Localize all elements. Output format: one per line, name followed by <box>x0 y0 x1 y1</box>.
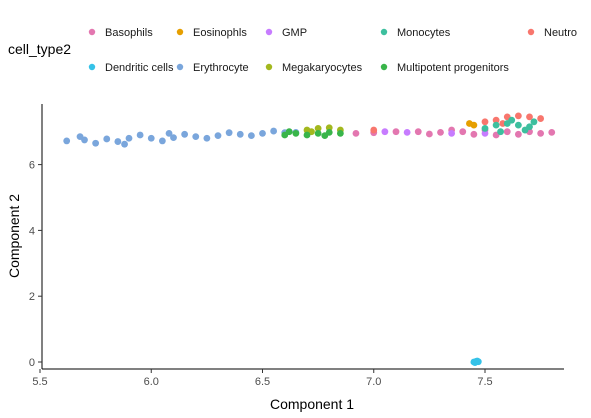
point-erythrocyte-22 <box>121 141 128 148</box>
point-erythrocyte-17 <box>203 135 210 142</box>
point-monocytes-8 <box>497 128 504 135</box>
x-tick-label: 7.0 <box>366 376 381 388</box>
point-erythrocyte-7 <box>215 132 222 139</box>
point-monocytes-5 <box>531 118 538 125</box>
point-basophils-0 <box>353 130 360 137</box>
point-basophils-2 <box>393 128 400 135</box>
legend-label-eosinophls: Eosinophls <box>193 27 247 39</box>
point-erythrocyte-3 <box>126 135 133 142</box>
legend-key-eosinophls <box>177 29 183 35</box>
point-basophils-10 <box>470 131 477 138</box>
y-tick-label: 6 <box>29 160 35 172</box>
point-multipotent-progenitors-3 <box>315 130 322 137</box>
legend-key-monocytes <box>381 29 387 35</box>
legend-key-basophils <box>89 29 95 35</box>
legend-label-basophils: Basophils <box>105 27 153 39</box>
legend-key-erythrocyte <box>177 64 183 70</box>
y-tick-label: 0 <box>29 357 35 369</box>
point-erythrocyte-20 <box>270 128 277 135</box>
x-axis-title: Component 1 <box>270 396 354 412</box>
y-axis-ticks: 0 2 4 6 <box>29 160 42 369</box>
point-erythrocyte-18 <box>226 129 233 136</box>
legend-key-gmp <box>266 29 272 35</box>
legend-label-monocytes: Monocytes <box>397 27 451 39</box>
legend-key-multipotent-progenitors <box>381 64 387 70</box>
point-monocytes-7 <box>508 117 515 124</box>
point-eosinophls-1 <box>470 122 477 129</box>
point-multipotent-progenitors-5 <box>337 130 344 137</box>
point-erythrocyte-14 <box>137 132 144 139</box>
data-points <box>63 113 555 367</box>
point-basophils-9 <box>548 129 555 136</box>
point-basophils-7 <box>504 128 511 135</box>
point-erythrocyte-16 <box>181 131 188 138</box>
point-multipotent-progenitors-7 <box>321 132 328 139</box>
point-multipotent-progenitors-6 <box>286 128 293 135</box>
point-multipotent-progenitors-2 <box>304 132 311 139</box>
point-erythrocyte-12 <box>92 140 99 147</box>
legend-label-dendritic-cells: Dendritic cells <box>105 62 174 74</box>
point-monocytes-0 <box>482 125 489 132</box>
point-neutro-4 <box>515 113 522 120</box>
point-basophils-13 <box>537 130 544 137</box>
point-monocytes-3 <box>515 122 522 129</box>
point-erythrocyte-6 <box>192 133 199 140</box>
point-erythrocyte-4 <box>148 135 155 142</box>
point-erythrocyte-2 <box>103 136 110 143</box>
y-axis-title: Component 2 <box>6 194 22 278</box>
legend-label-erythrocyte: Erythrocyte <box>193 62 249 74</box>
legend-label-megakaryocytes: Megakaryocytes <box>282 62 363 74</box>
x-axis-ticks: 5.5 6.0 6.5 7.0 7.5 <box>32 369 492 388</box>
point-basophils-12 <box>515 131 522 138</box>
point-erythrocyte-8 <box>237 131 244 138</box>
legend-key-dendritic-cells <box>89 64 95 70</box>
x-tick-label: 5.5 <box>32 376 47 388</box>
point-erythrocyte-23 <box>166 130 173 137</box>
point-erythrocyte-9 <box>259 130 266 137</box>
legend: Basophils Eosinophls GMP Monocytes Neutro Den… <box>89 27 577 74</box>
x-tick-label: 7.5 <box>477 376 492 388</box>
legend-key-neutro <box>528 29 534 35</box>
point-dendritic-cells-4 <box>474 358 481 365</box>
point-gmp-1 <box>404 129 411 136</box>
point-basophils-4 <box>437 129 444 136</box>
point-gmp-0 <box>381 128 388 135</box>
point-erythrocyte-0 <box>63 138 70 145</box>
legend-label-gmp: GMP <box>282 27 307 39</box>
point-basophils-5 <box>459 128 466 135</box>
point-erythrocyte-15 <box>159 138 166 145</box>
point-neutro-1 <box>482 118 489 125</box>
legend-label-multipotent-progenitors: Multipotent progenitors <box>397 62 509 74</box>
legend-key-megakaryocytes <box>266 64 272 70</box>
point-basophils-3 <box>415 128 422 135</box>
point-erythrocyte-13 <box>114 138 121 145</box>
point-monocytes-6 <box>522 127 529 134</box>
y-tick-label: 4 <box>29 225 35 237</box>
x-tick-label: 6.5 <box>255 376 270 388</box>
point-multipotent-progenitors-1 <box>292 130 299 137</box>
point-neutro-6 <box>537 115 544 122</box>
point-monocytes-1 <box>493 122 500 129</box>
point-basophils-15 <box>426 131 433 138</box>
legend-label-neutro: Neutro <box>544 27 577 39</box>
legend-title: cell_type2 <box>8 41 71 57</box>
y-tick-label: 2 <box>29 291 35 303</box>
point-erythrocyte-19 <box>248 132 255 139</box>
x-tick-label: 6.0 <box>144 376 159 388</box>
point-gmp-2 <box>448 130 455 137</box>
point-erythrocyte-21 <box>77 133 84 140</box>
point-neutro-0 <box>370 127 377 134</box>
